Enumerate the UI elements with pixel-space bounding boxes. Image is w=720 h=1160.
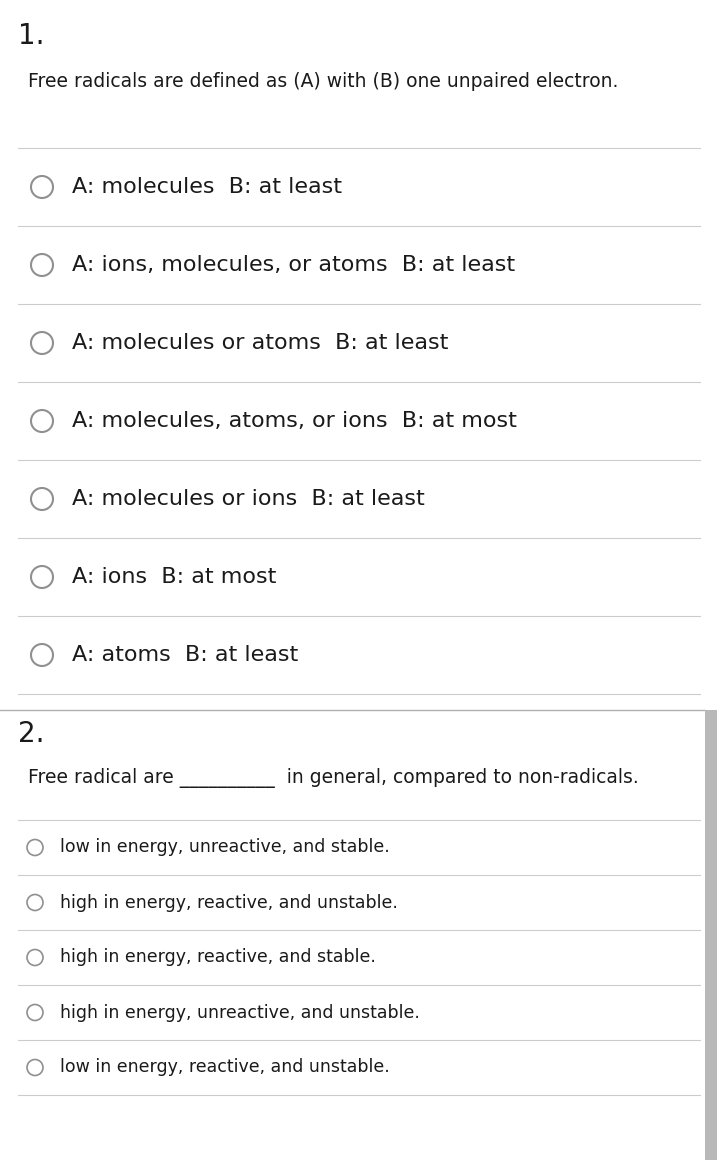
Text: A: molecules  B: at least: A: molecules B: at least: [72, 177, 342, 197]
Text: A: ions  B: at most: A: ions B: at most: [72, 567, 276, 587]
Text: A: molecules or atoms  B: at least: A: molecules or atoms B: at least: [72, 333, 449, 353]
Text: low in energy, reactive, and unstable.: low in energy, reactive, and unstable.: [60, 1058, 390, 1076]
Text: low in energy, unreactive, and stable.: low in energy, unreactive, and stable.: [60, 839, 390, 856]
Text: Free radicals are defined as (A) with (B) one unpaired electron.: Free radicals are defined as (A) with (B…: [28, 72, 618, 90]
Text: high in energy, reactive, and unstable.: high in energy, reactive, and unstable.: [60, 893, 398, 912]
Text: 2.: 2.: [18, 720, 45, 748]
Text: A: ions, molecules, or atoms  B: at least: A: ions, molecules, or atoms B: at least: [72, 255, 515, 275]
Text: A: atoms  B: at least: A: atoms B: at least: [72, 645, 298, 665]
Text: A: molecules, atoms, or ions  B: at most: A: molecules, atoms, or ions B: at most: [72, 411, 517, 432]
Text: high in energy, unreactive, and unstable.: high in energy, unreactive, and unstable…: [60, 1003, 420, 1022]
Text: high in energy, reactive, and stable.: high in energy, reactive, and stable.: [60, 949, 376, 966]
Text: Free radical are __________  in general, compared to non-radicals.: Free radical are __________ in general, …: [28, 768, 639, 788]
Bar: [705, 710, 717, 1160]
Text: 1.: 1.: [18, 22, 45, 50]
Text: A: molecules or ions  B: at least: A: molecules or ions B: at least: [72, 490, 425, 509]
